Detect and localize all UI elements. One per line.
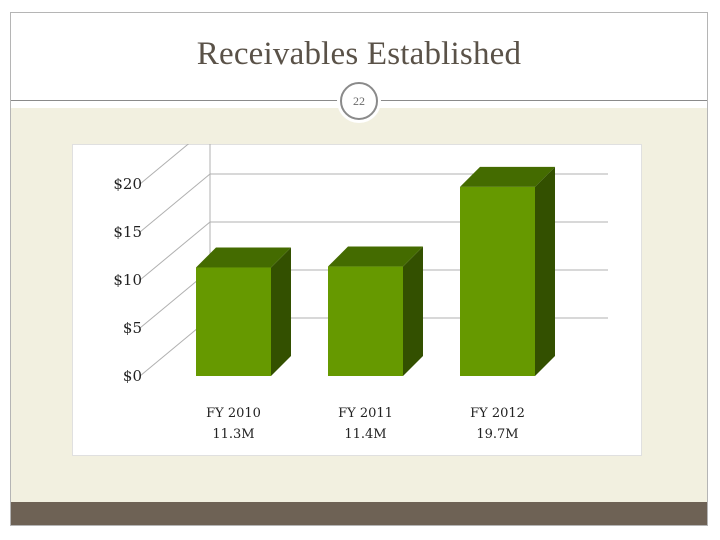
bar-top-1 xyxy=(328,246,423,267)
bar-side-1 xyxy=(403,246,423,376)
page-number-badge: 22 xyxy=(340,82,378,120)
bar-side-2 xyxy=(535,166,555,376)
gridline-diagonal-3 xyxy=(139,173,211,233)
bar-side-0 xyxy=(271,247,291,376)
bar-top-0 xyxy=(196,247,291,268)
bar-0 xyxy=(196,267,271,376)
value-label-1: 11.4M xyxy=(344,427,386,442)
gridline-diagonal-4 xyxy=(139,144,190,185)
y-tick-label-2: $10 xyxy=(113,271,142,289)
value-label-2: 19.7M xyxy=(476,427,518,442)
category-label-0: FY 2010 xyxy=(206,406,261,421)
y-tick-label-0: $0 xyxy=(123,367,142,385)
y-tick-label-1: $5 xyxy=(123,319,142,337)
bar-chart: $0 $5 $10 $15 $20 FY 2010 11.3M FY 2011 11.4M FY … xyxy=(113,144,608,442)
value-label-0: 11.3M xyxy=(212,427,254,442)
y-tick-label-4: $20 xyxy=(113,175,142,193)
gridline-diagonal-2 xyxy=(139,221,211,281)
slide-title: Receivables Established xyxy=(196,36,522,72)
bar-2 xyxy=(460,186,535,376)
bar-top-2 xyxy=(460,166,555,187)
category-label-1: FY 2011 xyxy=(338,406,393,421)
y-tick-label-3: $15 xyxy=(113,223,142,241)
bar-1 xyxy=(328,266,403,376)
category-label-2: FY 2012 xyxy=(470,406,525,421)
footer-band xyxy=(11,502,707,525)
